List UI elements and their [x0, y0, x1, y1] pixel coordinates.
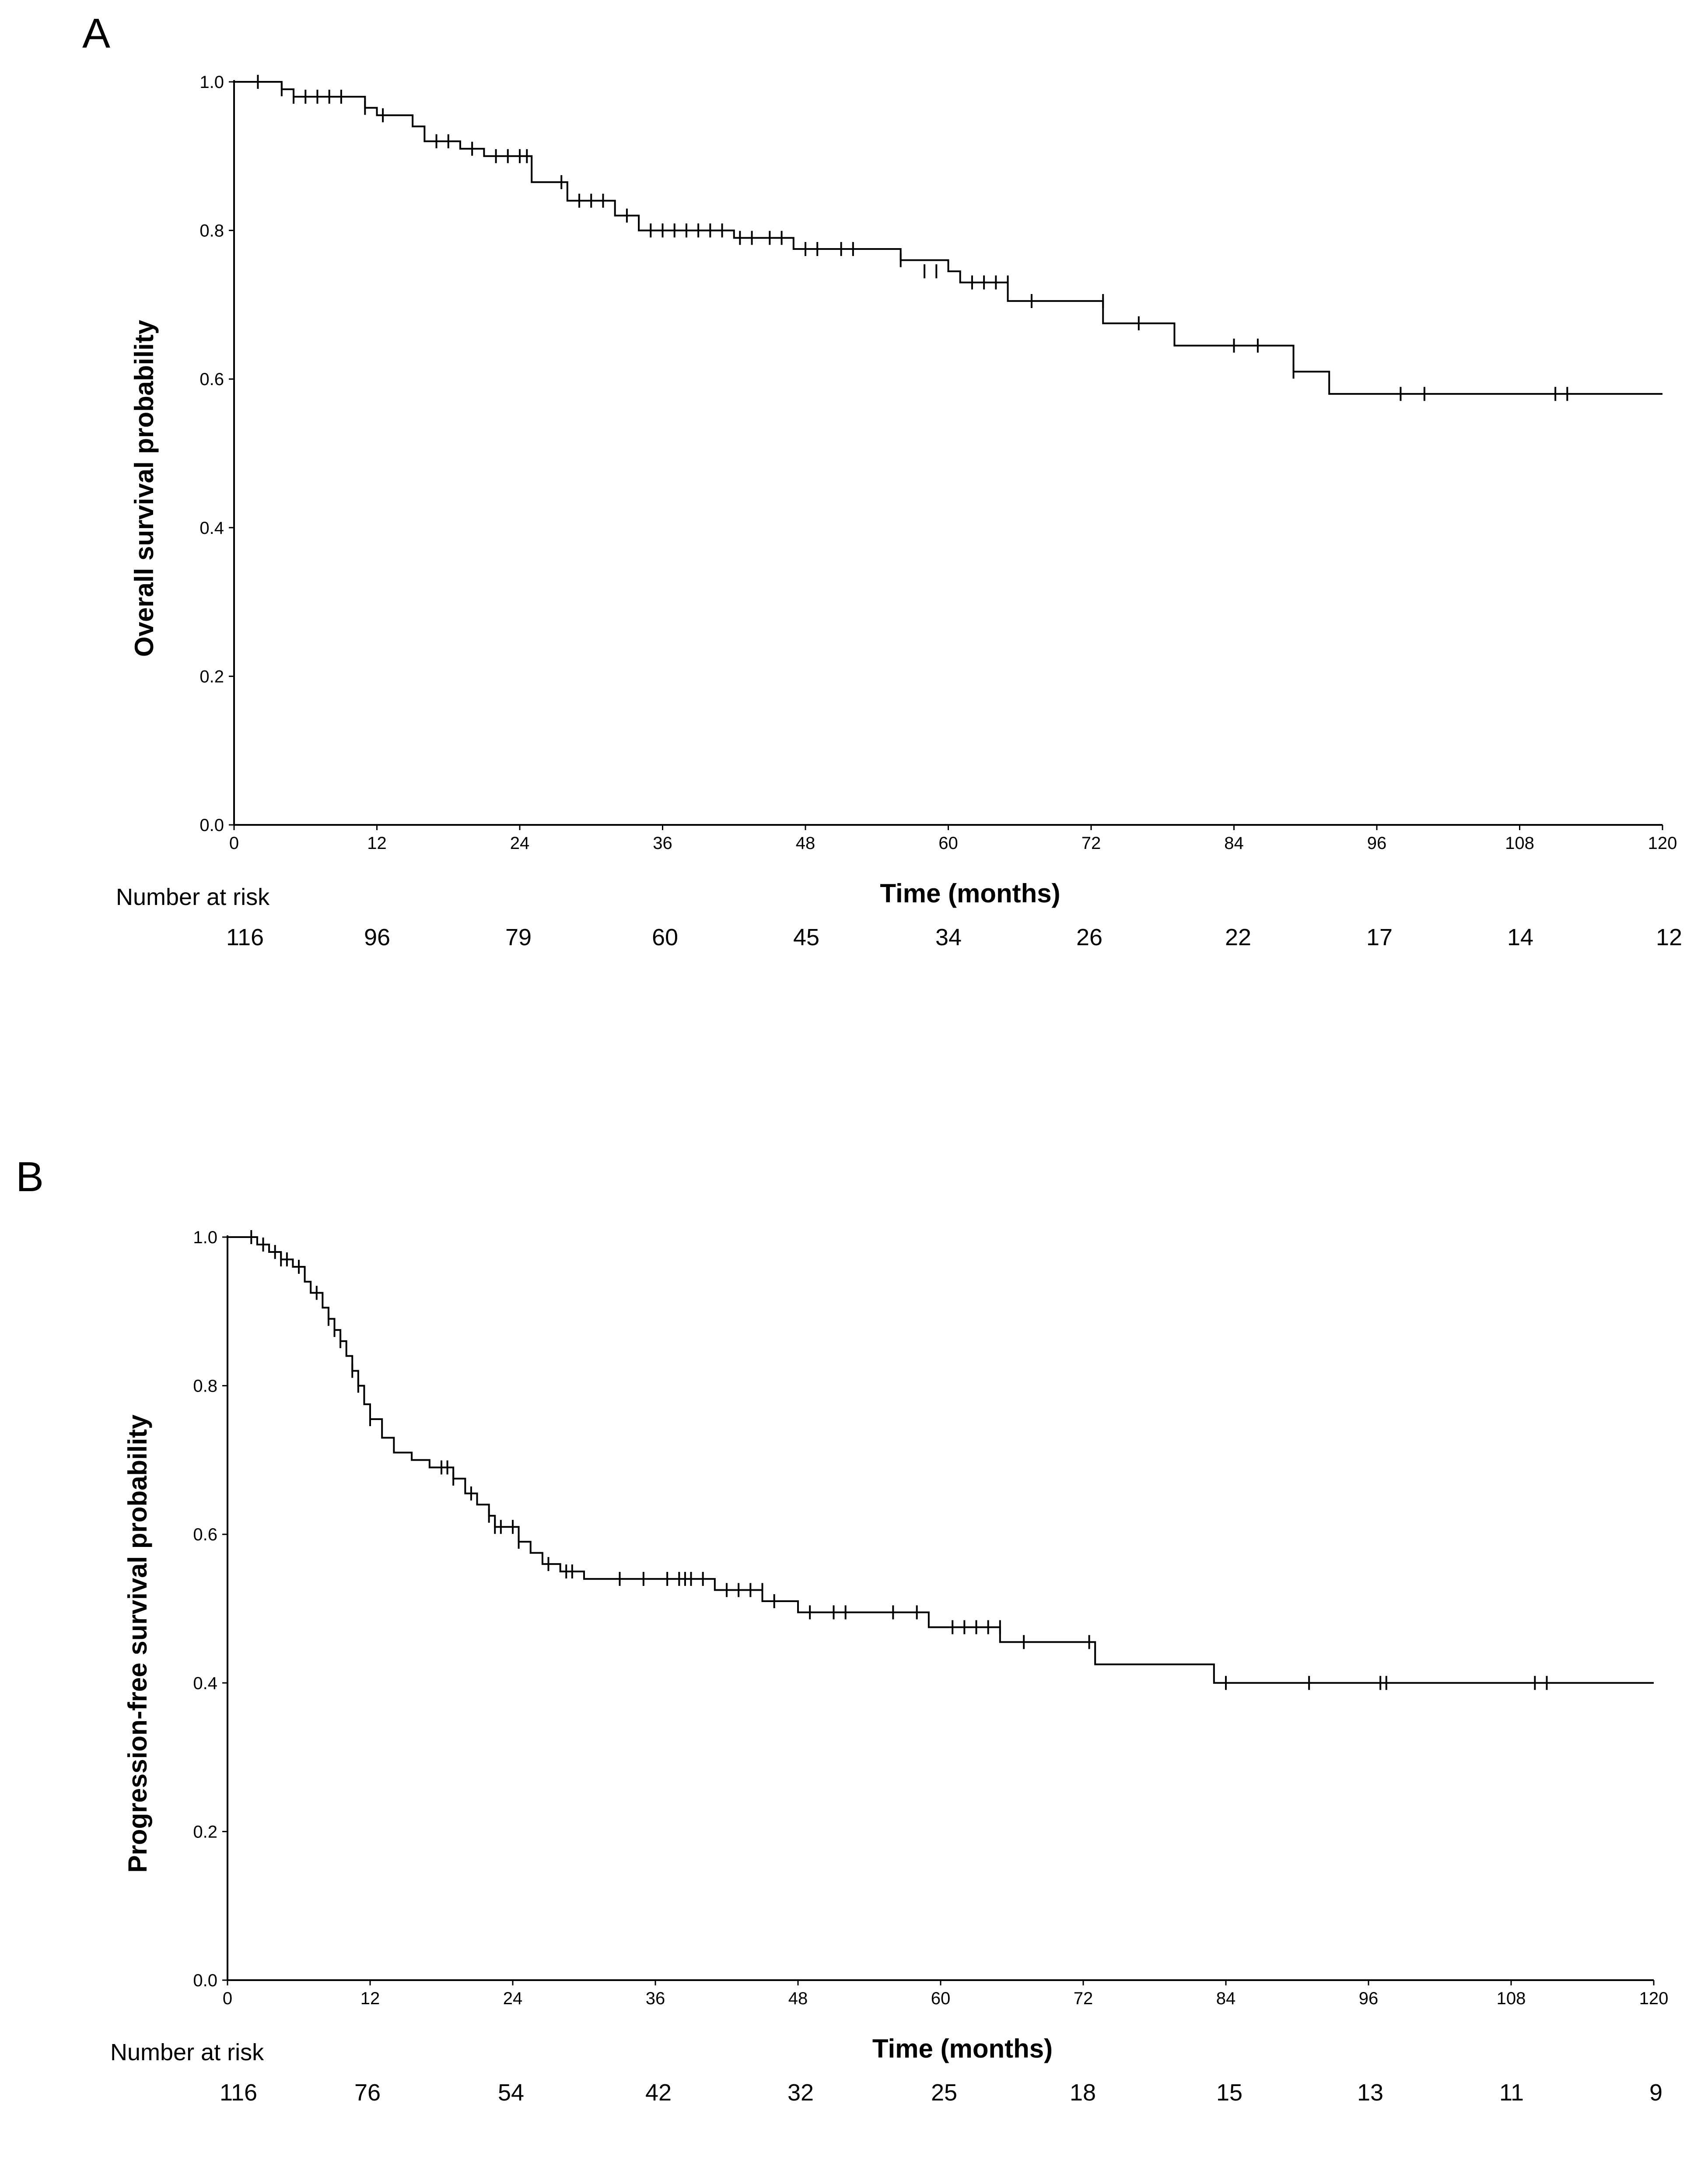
c1-risk-count: 15: [1216, 2079, 1242, 2106]
c1-y-tick-label: 1.0: [193, 1228, 217, 1247]
c0-risk-count: 96: [364, 924, 390, 950]
c1-risk-count: 9: [1649, 2079, 1662, 2106]
c1-risk-count: 13: [1357, 2079, 1383, 2106]
c0-x-tick-label: 48: [796, 834, 816, 853]
c1-x-tick-label: 24: [503, 1989, 523, 2008]
c0-risk-count: 45: [793, 924, 819, 950]
c1-survival-curve: [228, 1236, 1654, 1684]
panel-label-a: A: [82, 10, 111, 57]
c0-x-tick-label: 120: [1648, 834, 1677, 853]
c0-risk-count: 60: [652, 924, 678, 950]
c1-risk-count: 42: [645, 2079, 672, 2106]
c0-risk-count: 22: [1225, 924, 1251, 950]
c1-y-tick-label: 0.0: [193, 1971, 217, 1990]
c1-x-tick-label: 108: [1497, 1989, 1526, 2008]
c1-y-tick-label: 0.4: [193, 1674, 217, 1693]
c0-risk-count: 17: [1366, 924, 1393, 950]
c1-risk-count: 76: [354, 2079, 381, 2106]
c0-y-tick-label: 1.0: [200, 73, 224, 92]
c0-x-tick-label: 36: [653, 834, 672, 853]
c1-risk-count: 11: [1499, 2079, 1524, 2106]
c0-x-tick-label: 72: [1082, 834, 1101, 853]
c0-x-tick-label: 108: [1505, 834, 1534, 853]
c0-x-tick-label: 24: [510, 834, 530, 853]
c1-x-tick-label: 48: [788, 1989, 808, 2008]
c1-risk-count: 18: [1070, 2079, 1096, 2106]
c1-x-tick-label: 60: [931, 1989, 951, 2008]
c0-risk-count: 14: [1507, 924, 1533, 950]
c1-y-tick-label: 0.6: [193, 1525, 217, 1544]
c0-y-axis-title: Overall survival probability: [130, 319, 159, 657]
c0-risk-count: 26: [1076, 924, 1102, 950]
c0-y-tick-label: 0.8: [200, 221, 224, 241]
c1-y-axis-title: Progression-free survival probability: [123, 1414, 152, 1873]
c1-risk-count: 25: [931, 2079, 957, 2106]
c1-x-tick-label: 0: [223, 1989, 232, 2008]
c1-x-axis-title: Time (months): [872, 2034, 1053, 2063]
c1-x-tick-label: 72: [1074, 1989, 1093, 2008]
c1-x-tick-label: 120: [1639, 1989, 1669, 2008]
c1-x-tick-label: 96: [1359, 1989, 1379, 2008]
c0-x-tick-label: 60: [938, 834, 958, 853]
c1-risk-count: 54: [498, 2079, 524, 2106]
chart-overall-survival: 0 12 24 36 48 60 72 84 96 108 120 0.0 0.2 0.4 0.6 0.8 1.…: [116, 73, 1682, 950]
c1-x-tick-label: 84: [1216, 1989, 1236, 2008]
c0-risk-count: 79: [505, 924, 532, 950]
c1-y-tick-label: 0.2: [193, 1822, 217, 1841]
c0-risk-count: 34: [935, 924, 962, 950]
c0-risk-table-label: Number at risk: [116, 884, 270, 910]
c0-x-tick-label: 0: [229, 834, 239, 853]
c0-y-tick-label: 0.6: [200, 370, 224, 389]
c0-y-tick-label: 0.4: [200, 519, 224, 538]
c0-y-tick-label: 0.0: [200, 816, 224, 835]
c1-y-tick-label: 0.8: [193, 1377, 217, 1396]
c1-risk-table-label: Number at risk: [110, 2039, 264, 2065]
panel-label-b: B: [16, 1154, 44, 1200]
c0-risk-count: 116: [226, 924, 264, 950]
c0-x-tick-label: 12: [367, 834, 387, 853]
c1-x-tick-label: 36: [646, 1989, 665, 2008]
c0-x-axis-title: Time (months): [880, 879, 1060, 908]
c1-x-tick-label: 12: [360, 1989, 380, 2008]
c0-y-tick-label: 0.2: [200, 667, 224, 686]
c1-risk-count: 116: [220, 2079, 257, 2106]
c0-survival-curve: [234, 81, 1662, 395]
chart-progression-free-survival: 0 12 24 36 48 60 72 84 96 108 120 0.0 0.2 0.4 0.6 0.8 1.…: [110, 1228, 1669, 2106]
c1-risk-count: 32: [788, 2079, 814, 2106]
c0-risk-count: 12: [1656, 924, 1682, 950]
c0-x-tick-label: 96: [1367, 834, 1387, 853]
c0-x-tick-label: 84: [1224, 834, 1244, 853]
